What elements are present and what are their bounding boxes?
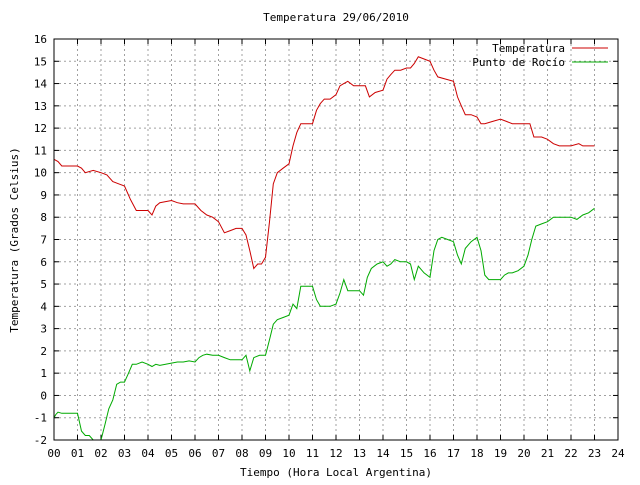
x-tick-label: 24	[611, 447, 625, 460]
y-axis-label: Temperatura (Grados Celsius)	[8, 147, 21, 332]
x-tick-label: 11	[306, 447, 319, 460]
y-tick-label: 0	[40, 389, 47, 402]
y-tick-label: 16	[34, 33, 47, 46]
x-tick-label: 13	[353, 447, 366, 460]
x-tick-label: 16	[423, 447, 436, 460]
y-tick-label: 2	[40, 345, 47, 358]
x-tick-label: 18	[470, 447, 483, 460]
y-tick-label: 5	[40, 278, 47, 291]
y-tick-label: 15	[34, 55, 47, 68]
y-tick-label: 1	[40, 367, 47, 380]
x-tick-label: 04	[141, 447, 155, 460]
x-tick-label: 00	[47, 447, 60, 460]
y-tick-label: 3	[40, 323, 47, 336]
plot-frame	[53, 38, 619, 441]
y-tick-label: 12	[34, 122, 47, 135]
legend-label-punto-de-rocio: Punto de Rocío	[472, 56, 565, 69]
legend: Temperatura Punto de Rocío	[472, 42, 608, 69]
x-tick-label: 21	[541, 447, 554, 460]
x-tick-label: 09	[259, 447, 272, 460]
y-tick-label: 11	[34, 144, 47, 157]
legend-label-temperatura: Temperatura	[492, 42, 565, 55]
grid	[54, 39, 618, 440]
series-lines	[53, 56, 595, 441]
x-tick-label: 20	[517, 447, 530, 460]
series-line-temperatura	[53, 56, 595, 270]
x-tick-label: 02	[94, 447, 107, 460]
x-tick-label: 22	[564, 447, 577, 460]
series-line-punto-de-rocio	[53, 207, 595, 441]
chart-title: Temperatura 29/06/2010	[263, 11, 409, 24]
y-tick-label: 13	[34, 100, 47, 113]
x-tick-label: 17	[447, 447, 460, 460]
x-tick-label: 07	[212, 447, 225, 460]
y-tick-label: 8	[40, 211, 47, 224]
x-tick-label: 05	[165, 447, 178, 460]
y-tick-label: 10	[34, 167, 47, 180]
x-tick-label: 15	[400, 447, 413, 460]
y-tick-label: 7	[40, 234, 47, 247]
x-tick-label: 12	[329, 447, 342, 460]
x-tick-label: 19	[494, 447, 507, 460]
x-tick-label: 03	[118, 447, 131, 460]
x-tick-label: 14	[376, 447, 390, 460]
x-tick-label: 08	[235, 447, 248, 460]
x-tick-label: 10	[282, 447, 295, 460]
x-tick-label: 23	[588, 447, 601, 460]
y-tick-label: -2	[34, 434, 47, 447]
x-tick-labels: 00 01 02 03 04 05 06 07 08 09 10 11 12 13 14 15 16 17 18 19…	[47, 447, 625, 460]
y-tick-label: 6	[40, 256, 47, 269]
y-tick-label: 4	[40, 300, 47, 313]
x-tick-label: 06	[188, 447, 201, 460]
x-axis-label: Tiempo (Hora Local Argentina)	[240, 466, 432, 479]
y-tick-label: 9	[40, 189, 47, 202]
x-tick-label: 01	[71, 447, 84, 460]
y-tick-label: -1	[34, 412, 47, 425]
y-tick-label: 14	[34, 78, 48, 91]
